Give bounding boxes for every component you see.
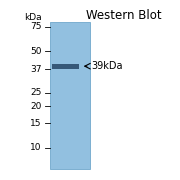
- Text: 10: 10: [30, 143, 41, 152]
- Text: 37: 37: [30, 65, 41, 74]
- Text: Western Blot: Western Blot: [86, 9, 162, 22]
- Text: kDa: kDa: [24, 13, 41, 22]
- Text: 39kDa: 39kDa: [91, 61, 123, 71]
- Text: 20: 20: [30, 102, 41, 111]
- Text: 25: 25: [30, 88, 41, 97]
- Text: 50: 50: [30, 47, 41, 56]
- Bar: [52, 64, 79, 69]
- Bar: [50, 22, 90, 169]
- Text: 15: 15: [30, 119, 41, 128]
- Text: 75: 75: [30, 22, 41, 32]
